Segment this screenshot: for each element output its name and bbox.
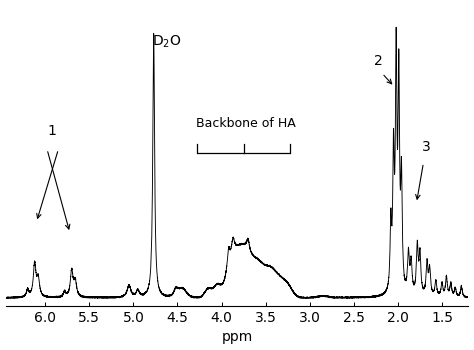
Text: D$_2$O: D$_2$O <box>152 34 182 50</box>
Text: 1: 1 <box>48 124 57 138</box>
Text: Backbone of HA: Backbone of HA <box>196 117 296 130</box>
Text: 3: 3 <box>422 140 430 154</box>
X-axis label: ppm: ppm <box>221 330 253 344</box>
Text: 2: 2 <box>374 54 383 68</box>
